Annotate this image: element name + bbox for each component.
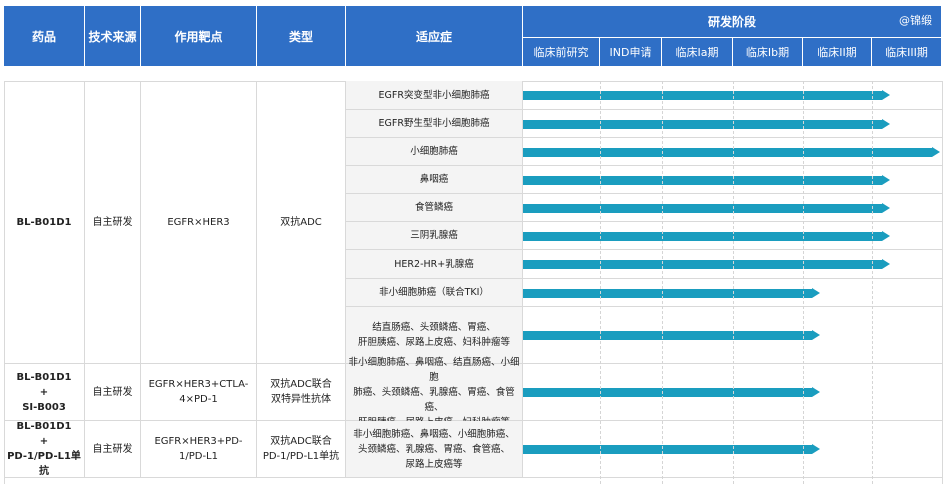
indication-cell: 小细胞肺癌 — [346, 138, 523, 166]
header-type: 类型 — [257, 6, 346, 67]
indication-cell: 食管鳞癌 — [346, 194, 523, 222]
stage-header-5: 临床II期 — [803, 38, 872, 67]
indication-cell: 非小细胞肺癌、鼻咽癌、结直肠癌、小细胞肺癌、头颈鳞癌、乳腺癌、胃癌、食管癌、肝胆… — [346, 357, 523, 428]
drug-cell-text: BL-B01D1 — [16, 216, 72, 228]
stage-header-1: 临床前研究 — [523, 38, 600, 67]
header-source: 技术来源 — [85, 6, 141, 67]
stage-gridline — [662, 81, 663, 484]
progress-bar — [523, 174, 889, 185]
indication-cell-text: 食管鳞癌 — [414, 202, 453, 213]
indication-cell-text: 鼻咽癌 — [419, 174, 449, 185]
indication-cell-text: 结直肠癌、头颈鳞癌、胃癌、 肝胆胰癌、尿路上皮癌、妇科肿瘤等 — [357, 322, 510, 348]
stage-gridline — [803, 81, 804, 484]
watermark: @锦缎 — [899, 14, 932, 27]
stage-gridline — [600, 81, 601, 484]
drug-cell: BL-B01D1 — [4, 81, 85, 364]
indication-cell-text: 三阴乳腺癌 — [410, 230, 458, 241]
type-cell: 双抗ADC — [257, 81, 346, 364]
type-cell: 双抗ADC联合 双特异性抗体 — [257, 364, 346, 421]
target-cell-text: EGFR×HER3 — [167, 216, 230, 228]
indication-cell-text: 小细胞肺癌 — [410, 146, 458, 157]
indication-cell-text: EGFR野生型非小细胞肺癌 — [378, 118, 490, 129]
drug-cell-text: BL-B01D1 + PD-1/PD-L1单抗 — [7, 421, 81, 477]
header-drug: 药品 — [4, 6, 85, 67]
row-divider — [523, 306, 942, 307]
drug-cell: BL-B01D1 + PD-1/PD-L1单抗 — [4, 421, 85, 478]
progress-bar — [523, 146, 940, 157]
indication-cell: 非小细胞肺癌、鼻咽癌、小细胞肺癌、 头颈鳞癌、乳腺癌、胃癌、食管癌、 尿路上皮癌等 — [346, 421, 523, 478]
progress-bar — [523, 202, 889, 213]
stage-gridline — [733, 81, 734, 484]
progress-bar — [523, 230, 889, 241]
indication-cell-text: 非小细胞肺癌、鼻咽癌、小细胞肺癌、 头颈鳞癌、乳腺癌、胃癌、食管癌、 尿路上皮癌等 — [353, 428, 515, 470]
table-left-border — [4, 81, 5, 484]
header-separator — [4, 67, 942, 81]
row-divider — [523, 165, 942, 166]
type-cell-text: 双抗ADC — [280, 216, 322, 228]
row-divider — [523, 477, 942, 478]
header-stage: 研发阶段 — [523, 6, 942, 38]
drug-cell-text: BL-B01D1 + SI-B003 — [16, 371, 72, 413]
indication-cell: 非小细胞肺癌（联合TKI） — [346, 279, 523, 307]
indication-cell: 结直肠癌、头颈鳞癌、胃癌、 肝胆胰癌、尿路上皮癌、妇科肿瘤等 — [346, 307, 523, 364]
indication-cell-text: 非小细胞肺癌（联合TKI） — [379, 287, 489, 298]
indication-cell: 三阴乳腺癌 — [346, 222, 523, 250]
source-cell: 自主研发 — [85, 421, 141, 478]
target-cell: EGFR×HER3+PD-1/PD-L1 — [141, 421, 257, 478]
target-cell-text: EGFR×HER3+PD-1/PD-L1 — [154, 436, 243, 462]
drug-cell: BL-B01D1 + SI-B003 — [4, 364, 85, 421]
indication-cell: EGFR突变型非小细胞肺癌 — [346, 81, 523, 110]
indication-cell: EGFR野生型非小细胞肺癌 — [346, 110, 523, 138]
progress-bar — [523, 259, 889, 269]
stage-header-2-text: IND申请 — [609, 46, 652, 59]
source-cell-text: 自主研发 — [92, 443, 133, 455]
header-indication: 适应症 — [346, 6, 523, 67]
type-cell-text: 双抗ADC联合 双特异性抗体 — [270, 379, 332, 405]
stage-gridline — [872, 81, 873, 484]
progress-bar — [523, 118, 889, 129]
row-divider — [523, 420, 942, 421]
stage-header-5-text: 临床II期 — [817, 46, 857, 59]
indication-cell-text: EGFR突变型非小细胞肺癌 — [378, 89, 490, 101]
table-right-border — [942, 81, 943, 484]
stage-header-4-text: 临床Ib期 — [745, 46, 790, 59]
stage-header-1-text: 临床前研究 — [533, 46, 589, 59]
stage-header-4: 临床Ib期 — [733, 38, 803, 67]
target-cell: EGFR×HER3 — [141, 81, 257, 364]
indication-cell-text: HER2-HR+乳腺癌 — [394, 258, 474, 270]
stage-header-6-text: 临床III期 — [885, 46, 928, 59]
stage-header-3-text: 临床Ia期 — [675, 46, 719, 59]
type-cell-text: 双抗ADC联合 PD-1/PD-L1单抗 — [262, 436, 340, 462]
indication-cell: HER2-HR+乳腺癌 — [346, 250, 523, 279]
row-divider — [523, 137, 942, 138]
indication-cell-text: 非小细胞肺癌、鼻咽癌、结直肠癌、小细胞肺癌、头颈鳞癌、乳腺癌、胃癌、食管癌、肝胆… — [348, 356, 520, 428]
row-divider — [523, 363, 942, 364]
row-divider — [523, 278, 942, 279]
row-divider — [523, 109, 942, 110]
header-target: 作用靶点 — [141, 6, 257, 67]
row-divider — [523, 193, 942, 194]
indication-cell: 鼻咽癌 — [346, 166, 523, 194]
stage-header-6: 临床III期 — [872, 38, 942, 67]
progress-bar — [523, 287, 821, 298]
source-cell-text: 自主研发 — [92, 386, 133, 398]
stage-header-3: 临床Ia期 — [662, 38, 733, 67]
target-cell: EGFR×HER3+CTLA-4×PD-1 — [141, 364, 257, 421]
source-cell: 自主研发 — [85, 81, 141, 364]
progress-bar — [523, 330, 821, 340]
source-cell: 自主研发 — [85, 364, 141, 421]
stage-header-2: IND申请 — [600, 38, 662, 67]
source-cell-text: 自主研发 — [92, 216, 133, 228]
target-cell-text: EGFR×HER3+CTLA-4×PD-1 — [148, 379, 249, 405]
progress-bar — [523, 90, 889, 100]
row-divider — [523, 249, 942, 250]
type-cell: 双抗ADC联合 PD-1/PD-L1单抗 — [257, 421, 346, 478]
progress-bar — [523, 387, 821, 397]
row-divider — [523, 221, 942, 222]
progress-bar — [523, 444, 821, 454]
